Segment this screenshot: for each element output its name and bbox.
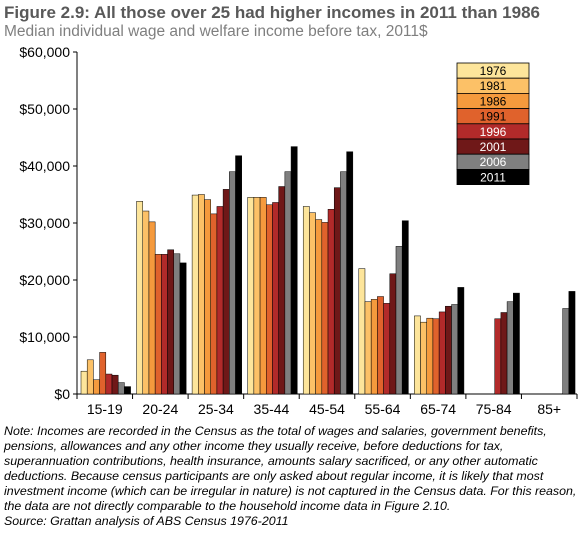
x-tick-label: 45-54 — [309, 401, 345, 417]
bar — [383, 303, 391, 395]
chart-notes: Note: Incomes are recorded in the Census… — [4, 424, 579, 529]
bar — [309, 212, 316, 395]
bar — [327, 209, 335, 395]
chart-subtitle: Median individual wage and welfare incom… — [4, 23, 428, 40]
bar — [445, 305, 452, 395]
bar — [451, 304, 458, 395]
bar — [395, 246, 403, 395]
bar — [358, 268, 366, 395]
bar — [340, 171, 347, 395]
bar — [235, 155, 242, 395]
y-tick-label: $30,000 — [19, 215, 70, 231]
bar — [290, 146, 298, 395]
bar — [93, 379, 100, 395]
x-tick-label: 65-74 — [420, 401, 456, 417]
bar — [457, 287, 465, 395]
bar — [117, 382, 125, 395]
bar — [142, 210, 150, 395]
bar — [420, 321, 427, 395]
bar — [272, 202, 279, 395]
x-tick-label: 55-64 — [365, 401, 401, 417]
bar — [302, 206, 310, 395]
bar — [426, 317, 434, 395]
bar — [105, 373, 113, 395]
bar — [377, 296, 384, 395]
bar — [401, 220, 409, 395]
bar — [284, 171, 292, 395]
bar — [167, 249, 175, 395]
bar — [210, 213, 218, 395]
bar — [136, 201, 144, 395]
x-tick-label: 85+ — [537, 401, 561, 417]
note-text: Note: Incomes are recorded in the Census… — [4, 424, 577, 513]
legend-label: 2011 — [480, 170, 506, 184]
x-tick-label: 25-34 — [198, 401, 234, 417]
bar — [278, 186, 286, 395]
bar — [154, 254, 162, 395]
plot-area: $0 $10,000 $20,000 $30,000 $40,000 $50,000 $60… — [19, 44, 578, 417]
legend-label: 1981 — [480, 79, 507, 93]
bar — [222, 189, 230, 395]
bar — [432, 318, 440, 395]
legend-label: 1996 — [480, 125, 507, 139]
bar — [266, 204, 273, 395]
bar — [198, 194, 205, 395]
y-tick-label: $40,000 — [19, 158, 70, 174]
bar — [438, 311, 446, 395]
bar — [111, 374, 119, 395]
bar — [99, 352, 107, 395]
bar — [500, 312, 508, 395]
bar — [148, 221, 156, 395]
legend-label: 1976 — [480, 64, 507, 78]
bar — [568, 291, 576, 395]
bar — [513, 292, 520, 395]
chart-title: Figure 2.9: All those over 25 had higher… — [4, 3, 540, 22]
bar — [161, 254, 168, 395]
x-tick-label: 20-24 — [142, 401, 178, 417]
bar — [321, 222, 329, 395]
y-tick-label: $10,000 — [19, 329, 70, 345]
bar — [562, 308, 570, 395]
x-tick-label: 75-84 — [476, 401, 512, 417]
bar-chart: $0 $10,000 $20,000 $30,000 $40,000 $50,000 $60… — [19, 44, 578, 417]
bar — [494, 318, 502, 395]
bar — [191, 194, 199, 395]
legend-label: 1986 — [480, 94, 507, 108]
legend-label: 1991 — [480, 110, 507, 124]
legend-swatch — [456, 169, 530, 186]
bar — [370, 299, 378, 395]
bar — [229, 171, 236, 395]
bar — [315, 219, 323, 395]
y-tick-label: $20,000 — [19, 272, 70, 288]
bar — [346, 151, 354, 395]
bar — [86, 359, 94, 395]
x-tick-label: 35-44 — [254, 401, 290, 417]
bar — [179, 262, 187, 395]
legend-label: 2006 — [480, 155, 507, 169]
bar — [80, 370, 88, 395]
bar — [414, 315, 421, 395]
bar — [247, 197, 255, 395]
bar — [216, 206, 224, 395]
bar — [204, 199, 211, 395]
x-tick-label: 15-19 — [87, 401, 123, 417]
y-tick-label: $50,000 — [19, 101, 70, 117]
bar — [333, 187, 341, 395]
bar — [253, 197, 261, 395]
bar — [364, 301, 372, 395]
source-text: Source: Grattan analysis of ABS Census 1… — [4, 514, 289, 528]
bar — [173, 253, 181, 395]
bar — [506, 301, 514, 395]
bar — [259, 197, 267, 395]
y-tick-label: $0 — [54, 386, 70, 402]
y-tick-label: $60,000 — [19, 44, 70, 60]
bar — [389, 273, 397, 395]
legend-label: 2001 — [480, 140, 507, 154]
bar — [124, 386, 131, 395]
